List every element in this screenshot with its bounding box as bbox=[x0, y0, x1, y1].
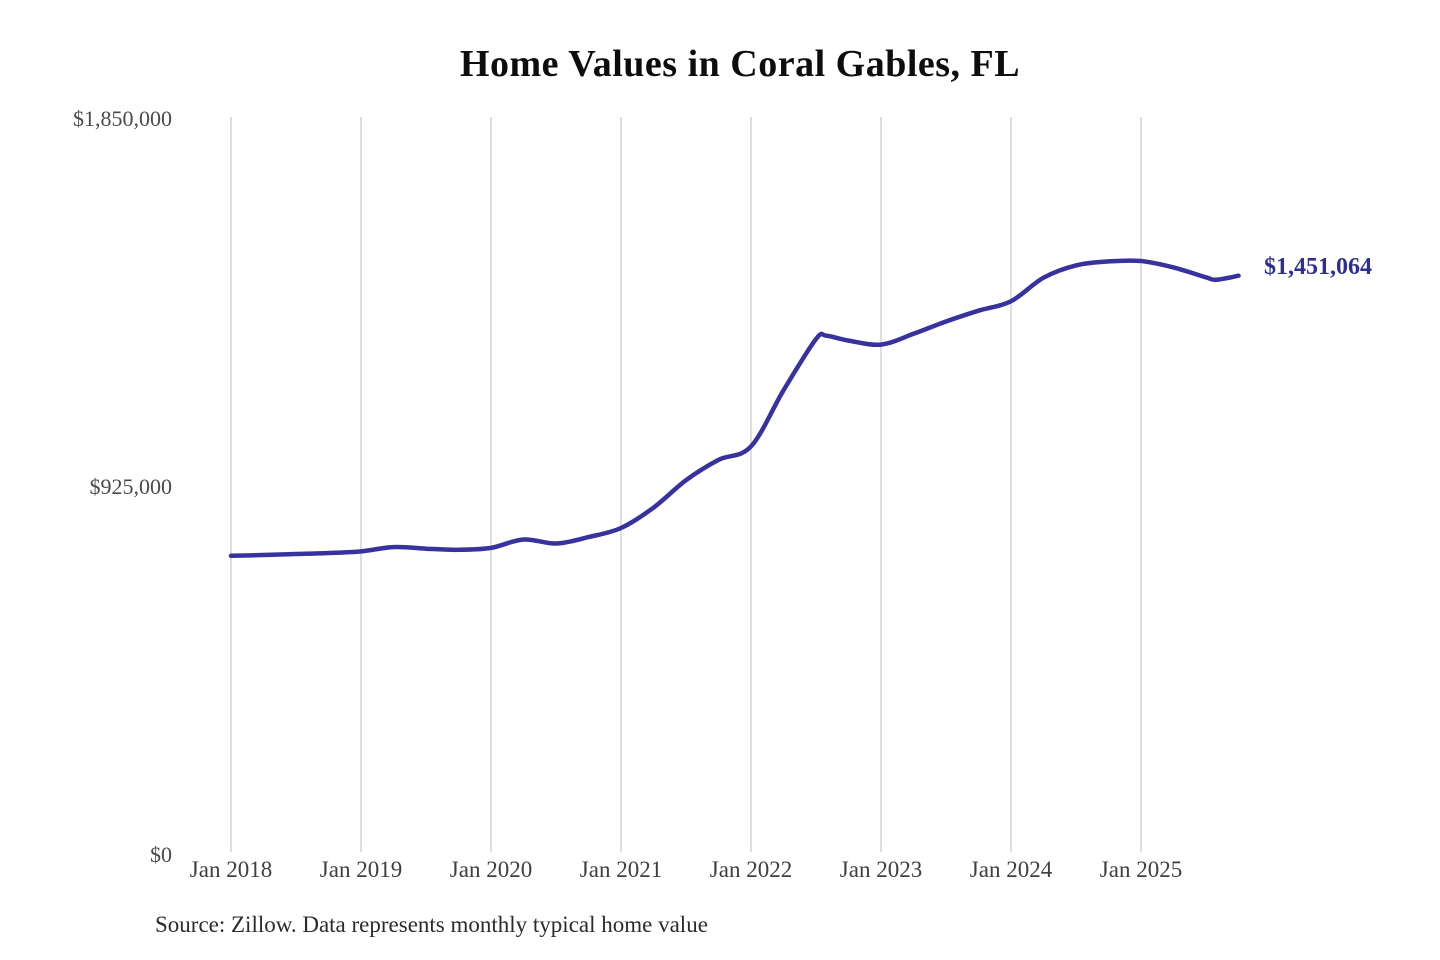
x-axis-tick-label: Jan 2024 bbox=[969, 857, 1053, 882]
source-note: Source: Zillow. Data represents monthly … bbox=[155, 912, 708, 937]
y-axis-tick-label: $1,850,000 bbox=[73, 106, 172, 131]
y-axis-tick-label: $0 bbox=[150, 842, 172, 867]
x-axis-tick-label: Jan 2021 bbox=[579, 857, 663, 882]
x-axis-tick-label: Jan 2022 bbox=[709, 857, 793, 882]
latest-value-label: $1,451,064 bbox=[1264, 254, 1372, 280]
x-axis-tick-label: Jan 2023 bbox=[839, 857, 923, 882]
x-axis-tick-label: Jan 2019 bbox=[319, 857, 403, 882]
x-axis-tick-label: Jan 2018 bbox=[189, 857, 273, 882]
x-axis-tick-label: Jan 2025 bbox=[1099, 857, 1183, 882]
home-value-line-series bbox=[228, 258, 1241, 559]
y-axis-tick-label: $925,000 bbox=[89, 474, 173, 499]
chart-title: Home Values in Coral Gables, FL bbox=[459, 43, 1021, 85]
x-axis-tick-label: Jan 2020 bbox=[449, 857, 533, 882]
